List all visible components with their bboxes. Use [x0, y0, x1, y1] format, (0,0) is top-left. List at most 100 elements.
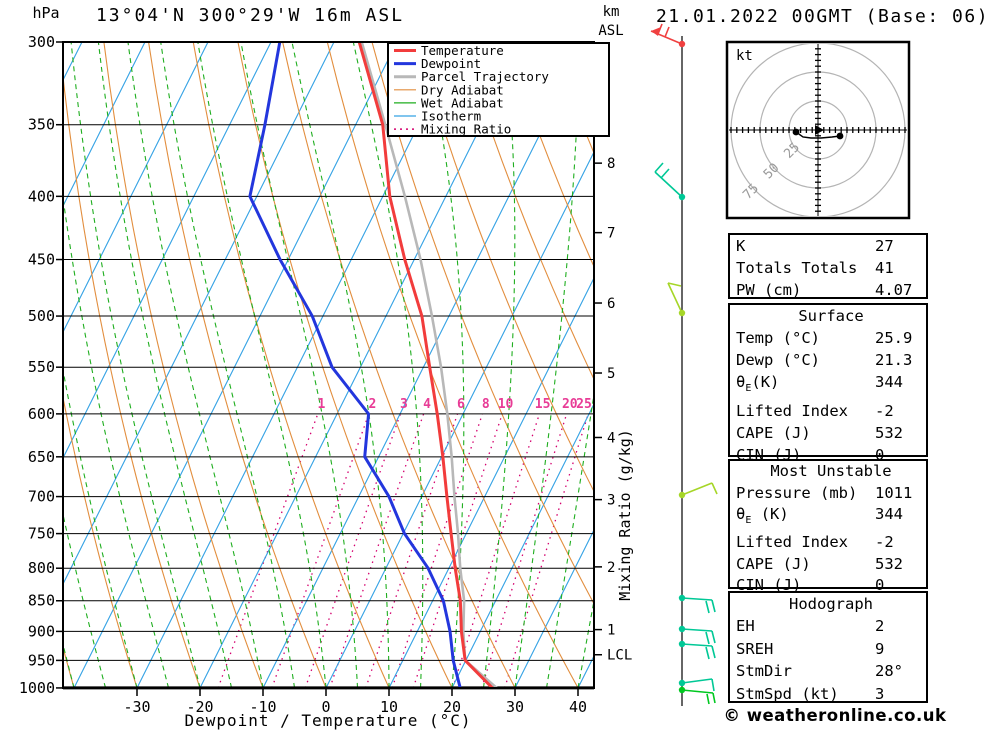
row-label: Lifted Index	[736, 533, 848, 552]
wind-barb	[678, 686, 716, 705]
table-row: StmSpd (kt) 3	[730, 683, 926, 705]
km-tick-label: 7	[607, 226, 615, 242]
wet-adiabat-line	[425, 42, 465, 688]
row-label: Dewp (°C)	[736, 351, 820, 369]
row-value: -2	[875, 533, 894, 552]
pressure-tick-label: 750	[28, 525, 55, 543]
panel-indices: K 27 Totals Totals 41 PW (cm) 4.07	[728, 233, 928, 299]
dry-adiabat-line	[282, 42, 516, 688]
wind-barb	[650, 23, 686, 48]
km-tick-label: 4	[607, 430, 615, 446]
km-unit-label: km	[603, 4, 620, 20]
wind-barb-shaft	[681, 643, 713, 647]
temperature-tick-label: -20	[186, 698, 213, 716]
wind-barb-level-dot	[678, 640, 686, 648]
wet-adiabat-line	[577, 597, 594, 688]
table-row: PW (cm) 4.07	[730, 279, 926, 301]
dry-adiabat-line	[326, 42, 579, 688]
isotherm-line	[451, 402, 594, 688]
row-label: θE (K)	[736, 505, 789, 527]
wind-barb	[654, 162, 686, 201]
row-label: StmDir	[736, 662, 792, 681]
wind-barb	[678, 640, 716, 660]
wet-adiabat-line	[160, 42, 296, 688]
mixing-ratio-value-label: 2	[368, 397, 376, 412]
pressure-tick-label: 950	[28, 651, 55, 669]
hodograph-ring-label: 50	[761, 161, 783, 183]
table-row: θE (K) 344	[730, 504, 926, 532]
legend-item-label: Parcel Trajectory	[421, 69, 549, 84]
row-label: PW (cm)	[736, 281, 802, 299]
wind-barb-shaft	[681, 678, 713, 684]
temperature-curve	[357, 42, 494, 688]
panel-most-unstable: Most Unstable Pressure (mb) 1011 θE (K) 344 L…	[728, 459, 928, 594]
wind-barb-feather	[664, 26, 670, 38]
panel-header: Hodograph	[789, 595, 873, 613]
wind-barb-feather	[711, 599, 716, 613]
dry-adiabat-line	[505, 42, 594, 268]
parcel-trajectory-curve	[360, 42, 498, 688]
row-label: K	[736, 237, 746, 255]
isotherm-line	[63, 42, 146, 208]
pressure-tick-label: 600	[28, 405, 55, 423]
panel-hodograph-stats: Hodograph EH 2 SREH 9 StmDir 28° StmSpd (kt) 3	[728, 591, 928, 703]
table-row: Totals Totals 41	[730, 257, 926, 279]
wind-barb-shaft	[681, 628, 713, 632]
wind-barb-level-dot	[678, 679, 686, 687]
table-row: Lifted Index -2	[730, 532, 926, 554]
legend-box	[387, 42, 610, 137]
row-label: Lifted Index	[736, 402, 848, 421]
row-value: 344	[875, 373, 903, 391]
isotherm-line	[325, 150, 594, 688]
wind-barb-level-dot	[678, 594, 686, 602]
table-row: SREH 9	[730, 638, 926, 660]
row-label: Totals Totals	[736, 259, 858, 277]
wind-barb-feather	[705, 600, 710, 614]
isotherm-line	[136, 42, 461, 688]
pressure-tick-label: 850	[28, 592, 55, 610]
row-value: 1011	[875, 483, 913, 502]
wind-barb-feather	[705, 631, 710, 645]
wind-barb	[678, 678, 715, 692]
row-value: 0	[875, 576, 885, 595]
wet-adiabat-line	[291, 42, 390, 688]
mixing-ratio-value-label: 6	[457, 397, 465, 412]
wind-barb-shaft	[654, 171, 683, 198]
row-value: 4.07	[875, 281, 913, 299]
row-value: 3	[875, 684, 885, 703]
row-label: CAPE (J)	[736, 424, 811, 443]
km-tick-label: 5	[607, 366, 615, 382]
legend-item-label: Dry Adiabat	[421, 82, 504, 97]
isotherm-line	[514, 528, 594, 688]
temperature-tick-label: -30	[123, 698, 150, 716]
wind-barb-shaft	[667, 282, 683, 314]
pressure-tick-label: 350	[28, 116, 55, 134]
copyright-text: © weatheronline.co.uk	[723, 706, 947, 725]
wet-adiabat-line	[127, 42, 264, 688]
wind-barb-level-dot	[678, 686, 686, 694]
mixing-ratio-value-label: 1	[318, 397, 326, 412]
mixing-ratio-line	[391, 413, 484, 688]
x-axis-title: Dewpoint / Temperature (°C)	[184, 711, 471, 730]
row-label: SREH	[736, 639, 774, 658]
wet-adiabat-line	[482, 42, 516, 688]
mixing-ratio-value-label: 8	[482, 397, 490, 412]
row-value: -2	[875, 402, 894, 421]
hodograph-ring-label: 75	[740, 181, 762, 203]
temperature-tick-label: -10	[249, 698, 276, 716]
isotherm-line	[63, 42, 209, 334]
table-row: EH 2	[730, 615, 926, 637]
temperature-tick-label: 40	[569, 698, 587, 716]
plot-border	[62, 41, 595, 689]
legend-item-label: Dewpoint	[421, 56, 481, 71]
pressure-tick-label: 450	[28, 251, 55, 269]
legend-item-label: Isotherm	[421, 109, 481, 124]
wind-barb-level-dot	[678, 193, 686, 201]
wet-adiabat-line	[240, 42, 359, 688]
wind-barb-feather	[711, 482, 718, 495]
row-value: 532	[875, 554, 903, 573]
row-label: CIN (J)	[736, 576, 802, 595]
storm-motion-marker	[815, 125, 824, 135]
